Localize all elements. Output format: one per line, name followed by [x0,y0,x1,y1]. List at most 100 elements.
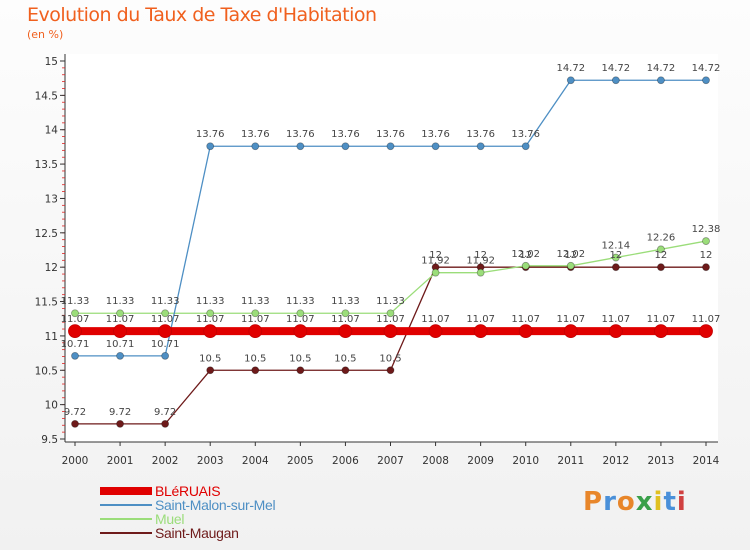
data-label: 12 [474,250,487,261]
data-label: 10.5 [199,353,221,364]
data-point [383,324,398,338]
data-point [702,237,710,245]
data-point [563,324,578,338]
data-point [428,324,443,338]
x-tick-label: 2003 [197,455,224,467]
legend-swatch [100,487,152,495]
x-tick-label: 2004 [242,455,269,467]
legend-swatch [100,504,152,506]
data-point [206,309,215,318]
legend-label: BLéRUAIS [155,483,221,499]
axes: 9.5 10 10.5 11 11.5 12 12.5 13 13.5 14 14.5 15 2000 2… [35,54,720,467]
data-point [293,324,308,338]
data-point [521,261,530,270]
series-layer [68,76,713,428]
x-tick-label: 2005 [287,455,314,467]
data-point [251,366,260,375]
data-point [158,324,173,338]
data-label: 11.33 [106,296,135,307]
x-tick-label: 2009 [467,455,494,467]
data-label: 11.92 [466,256,495,267]
data-label: 12 [609,250,622,261]
data-point [296,366,305,375]
data-point [71,419,79,428]
y-tick-label: 10 [45,400,58,412]
data-point [116,309,124,318]
data-point [296,309,305,318]
data-point [521,142,530,151]
data-point [68,324,82,338]
y-tick-label: 10.5 [35,365,58,377]
data-label: 13.76 [421,129,450,140]
data-label: 11.33 [376,296,405,307]
data-label: 14.72 [647,63,676,74]
data-point [657,76,665,85]
x-tick-label: 2007 [377,455,404,467]
data-point [338,324,353,338]
data-label: 11.33 [241,296,270,307]
data-label: 11.07 [241,314,270,325]
legend-swatch [100,532,152,534]
data-label: 11.33 [286,296,315,307]
data-point [71,309,79,318]
data-point [702,76,710,85]
x-tick-label: 2010 [512,455,539,467]
x-tick-label: 2001 [107,455,134,467]
data-point [341,366,350,375]
data-point [251,309,260,318]
data-label: 11.07 [61,314,90,325]
data-point [611,76,620,85]
data-label: 12.14 [602,241,631,252]
data-label: 11.07 [196,314,225,325]
data-label: 10.5 [289,353,311,364]
x-tick-label: 2011 [557,455,584,467]
data-label: 11.07 [376,314,405,325]
data-label: 14.72 [556,63,585,74]
data-point [657,263,665,272]
data-point [431,268,440,277]
data-label: 13.76 [376,129,405,140]
logo-letter: o [616,487,636,517]
data-label: 11.07 [286,314,315,325]
data-point [161,309,170,318]
y-tick-label: 9.5 [41,434,58,446]
data-label: 12 [700,250,713,261]
data-point [116,351,124,360]
data-point [251,142,260,151]
data-label: 13.76 [466,129,495,140]
data-label: 10.71 [61,339,90,350]
logo-letter: P [583,487,604,517]
data-point [518,324,533,338]
data-point [113,324,127,338]
data-label: 12.26 [647,232,676,243]
data-label: 12 [564,250,577,261]
data-label: 12 [655,250,668,261]
logo-letter: i [653,487,664,517]
y-tick-label: 12.5 [35,228,58,240]
data-label: 11.07 [556,314,585,325]
data-label: 11.07 [602,314,631,325]
x-tick-label: 2008 [422,455,449,467]
legend-label: Muel [155,511,185,527]
data-label: 12.38 [692,224,721,235]
plot-area [65,54,718,442]
legend-label: Saint-Maugan [155,525,239,541]
data-label: 9.72 [154,407,176,418]
data-point [386,142,395,151]
x-tick-label: 2000 [62,455,89,467]
x-tick-label: 2012 [602,455,629,467]
data-point [248,324,263,338]
data-point [206,366,215,375]
data-point [71,351,79,360]
legend-label: Saint-Malon-sur-Mel [155,497,276,513]
data-label: 11.33 [61,296,90,307]
y-tick-label: 11 [45,331,58,343]
data-label: 10.5 [379,353,401,364]
data-label: 11.92 [421,256,450,267]
data-label: 11.07 [106,314,135,325]
data-label: 11.07 [692,314,721,325]
x-tick-label: 2014 [693,455,720,467]
data-label: 11.07 [151,314,180,325]
data-label: 9.72 [64,407,86,418]
